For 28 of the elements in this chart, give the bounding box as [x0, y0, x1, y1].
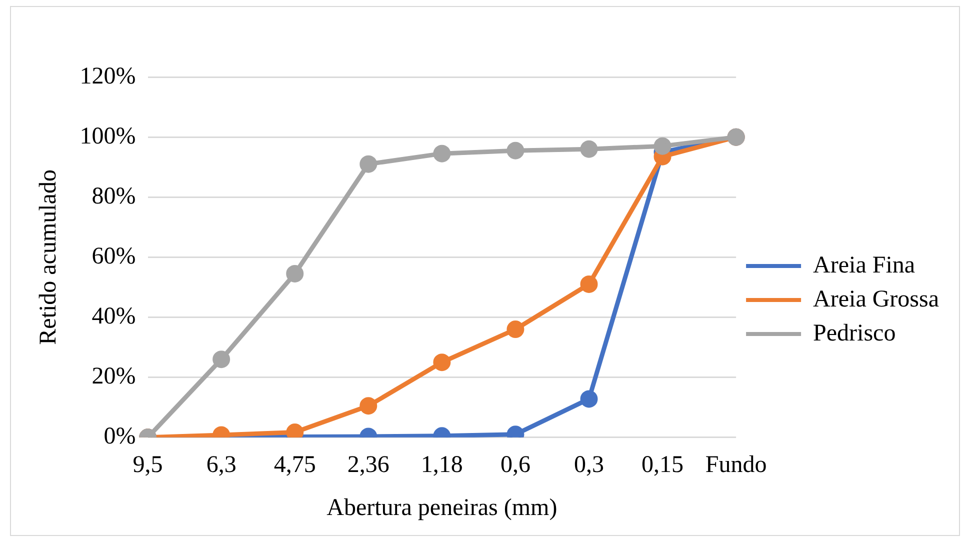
point [433, 144, 451, 162]
x-tick-label: 4,75 [274, 452, 316, 478]
x-tick-label: 0,15 [642, 452, 684, 478]
point [580, 275, 598, 293]
y-tick-label: 20% [92, 364, 136, 390]
point [360, 155, 378, 173]
x-tick-label: 0,3 [574, 452, 604, 478]
point [286, 264, 304, 282]
x-axis-title: Abertura peneiras (mm) [326, 494, 558, 521]
y-tick-label: 0% [104, 424, 136, 450]
legend-label: Pedrisco [813, 320, 896, 346]
point [506, 142, 524, 160]
x-tick-label: Fundo [705, 452, 767, 478]
y-tick-label: 100% [80, 123, 136, 150]
point [654, 137, 672, 155]
x-tick-label: 0,6 [500, 452, 530, 478]
y-axis-title: Retido acumulado [36, 170, 62, 345]
y-tick-label: 120% [80, 63, 136, 90]
x-tick-label: 1,18 [420, 452, 463, 478]
x-tick-label: 6,3 [206, 452, 236, 478]
legend-label: Areia Fina [813, 252, 916, 278]
point [580, 140, 598, 158]
y-tick-label: 40% [92, 304, 136, 330]
y-tick-label: 80% [92, 183, 136, 210]
y-tick-label: 60% [92, 243, 136, 270]
x-tick-label: 9,5 [132, 452, 163, 478]
x-tick-label: 2,36 [347, 452, 390, 478]
legend-label: Areia Grossa [813, 286, 940, 312]
